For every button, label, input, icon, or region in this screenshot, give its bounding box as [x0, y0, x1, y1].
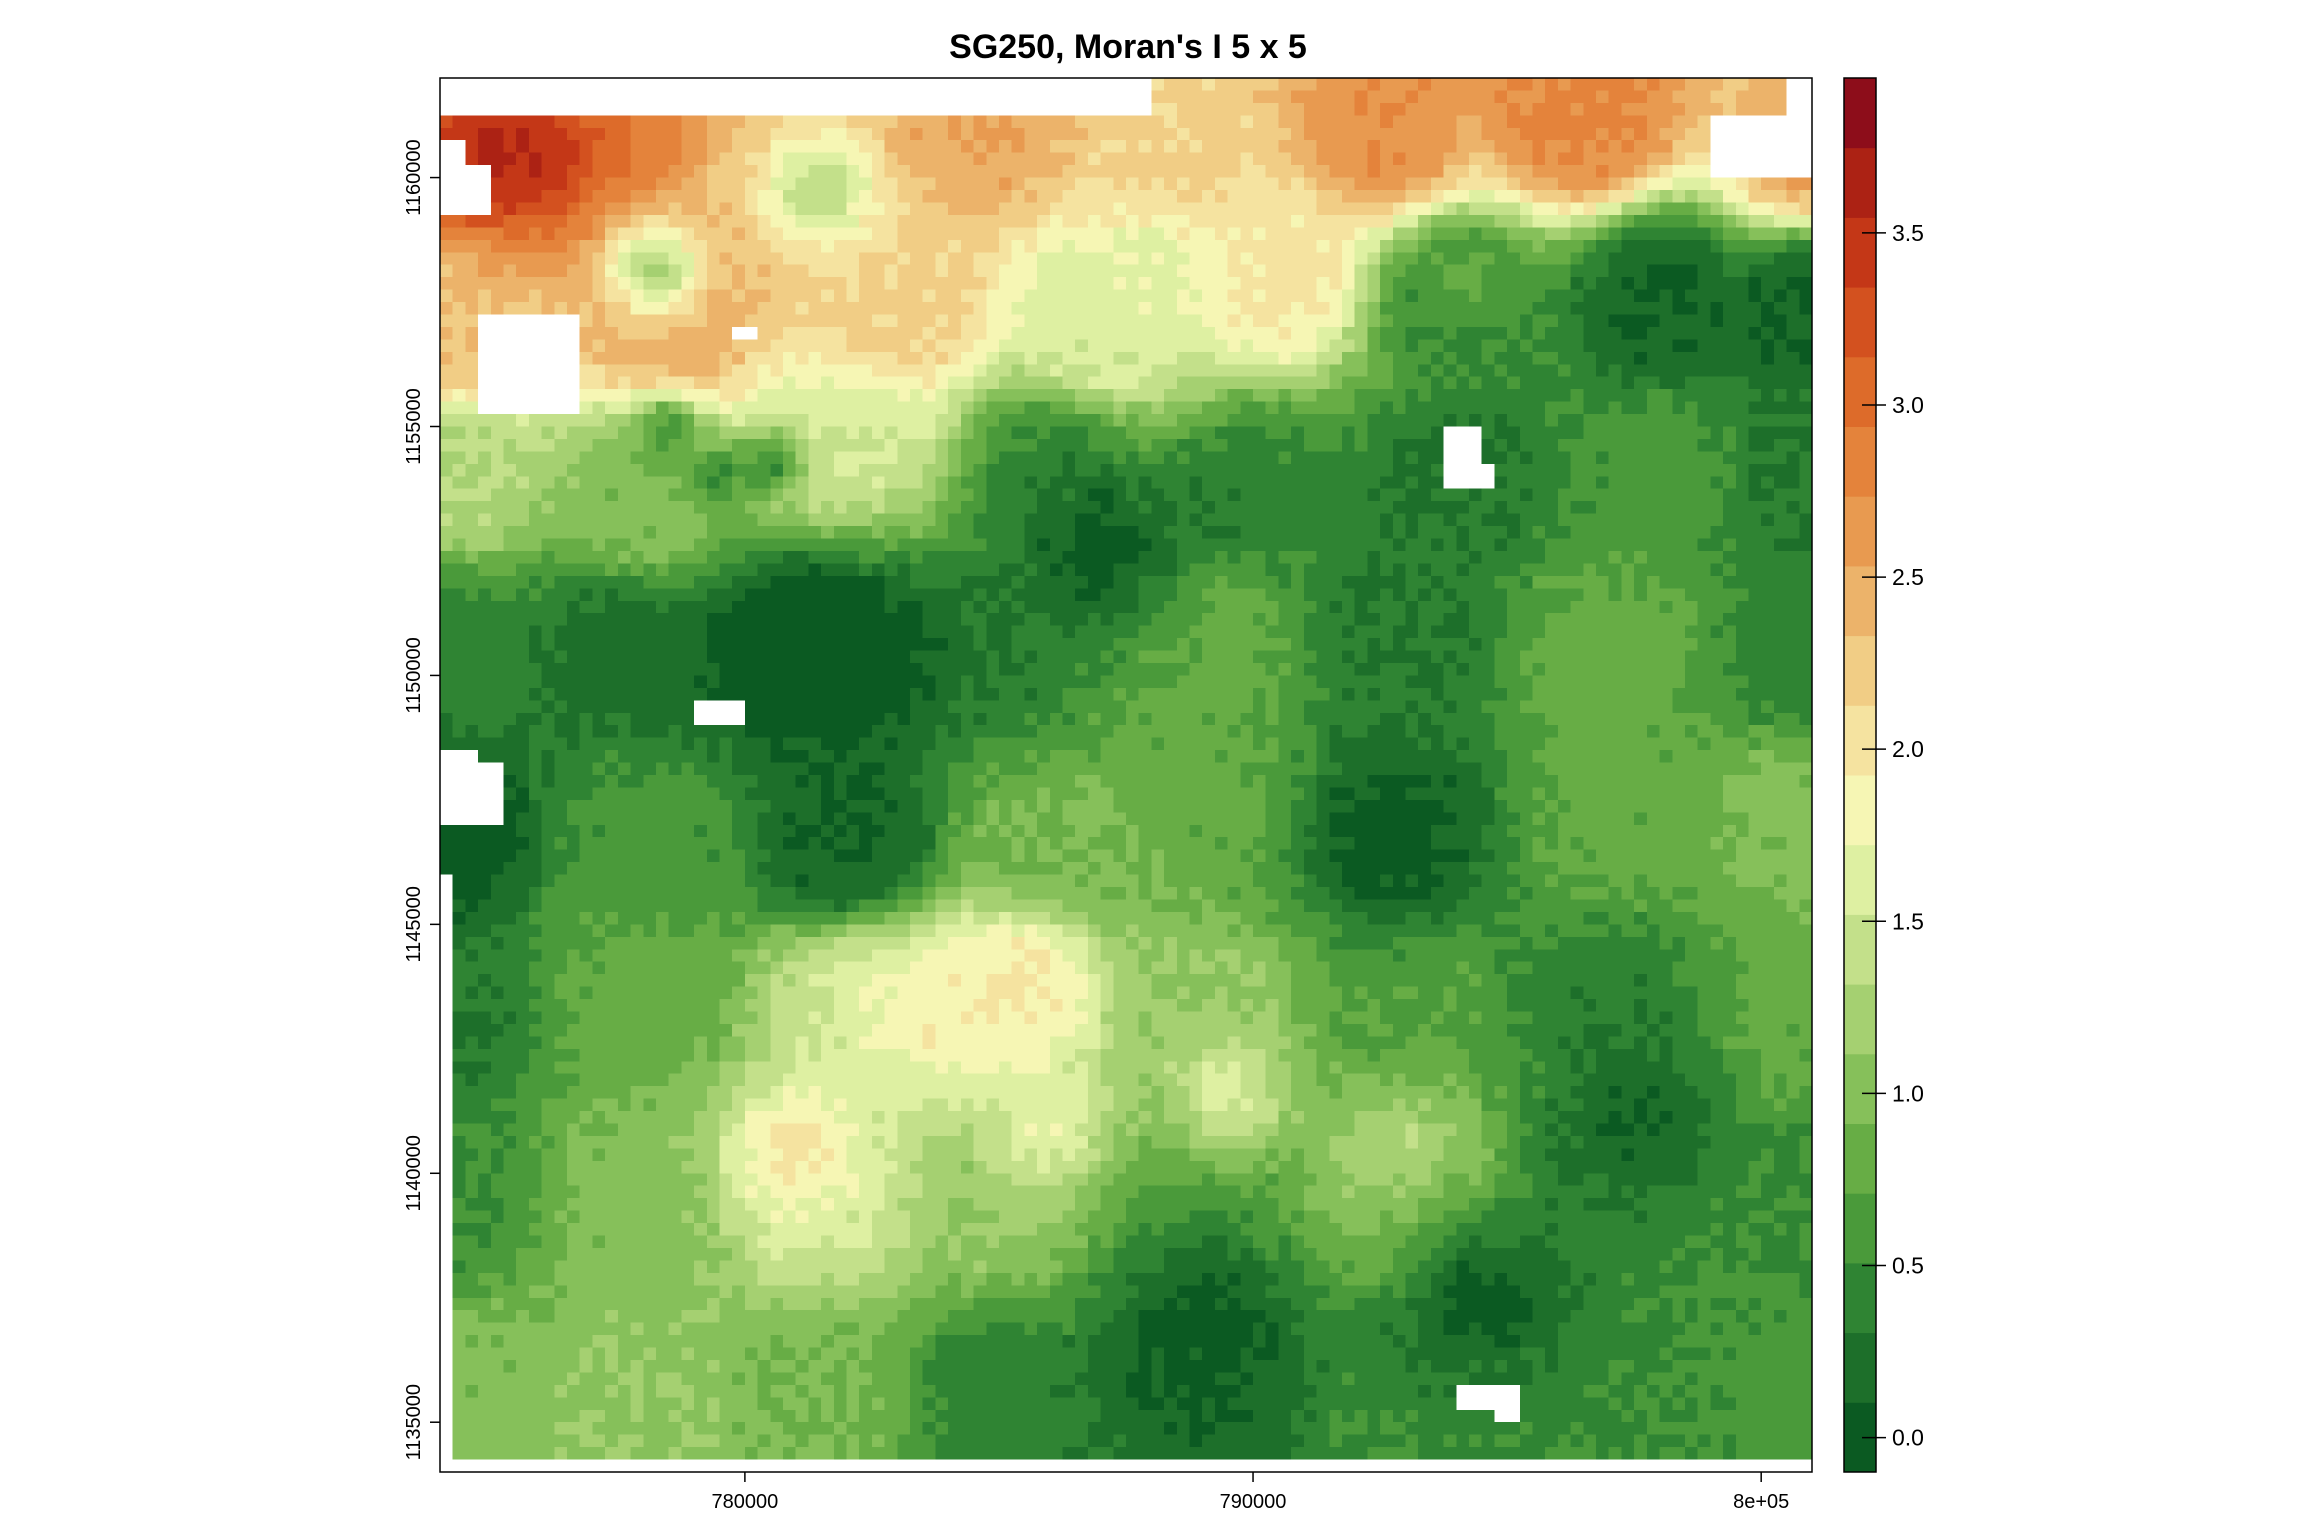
legend-swatch	[1844, 496, 1876, 567]
x-tick-label: 780000	[712, 1491, 779, 1513]
legend-swatch	[1844, 217, 1876, 288]
y-tick-label: 1145000	[403, 886, 425, 962]
legend-swatch	[1844, 1332, 1876, 1403]
legend-swatch	[1844, 914, 1876, 985]
raster-map	[440, 78, 1812, 1472]
legend-tick-label: 0.5	[1892, 1252, 1924, 1278]
legend-swatch	[1844, 1193, 1876, 1264]
legend-tick-label: 3.0	[1892, 392, 1924, 418]
legend-tick-label: 1.0	[1892, 1080, 1924, 1106]
legend-swatch	[1844, 426, 1876, 497]
legend-swatch	[1844, 356, 1876, 427]
legend-swatch	[1844, 1053, 1876, 1124]
raster-image	[440, 78, 1812, 1472]
legend-tick-label: 0.0	[1892, 1425, 1924, 1451]
y-tick-label: 1150000	[403, 637, 425, 713]
legend-tick-label: 2.5	[1892, 564, 1924, 590]
x-axis: 780000 790000 8e+05	[712, 1472, 1789, 1513]
x-tick-label: 790000	[1220, 1491, 1287, 1513]
legend-swatch	[1844, 147, 1876, 218]
color-legend: 0.0 0.5 1.0 1.5 2.0 2.5 3.0 3.5	[1843, 77, 1924, 1473]
legend-swatch	[1844, 635, 1876, 706]
y-tick-label: 1155000	[403, 388, 425, 464]
legend-frame	[1843, 77, 1877, 1473]
legend-swatch	[1844, 1123, 1876, 1194]
chart-title: SG250, Moran's I 5 x 5	[949, 28, 1307, 66]
legend-swatch	[1844, 844, 1876, 915]
legend-swatch	[1844, 287, 1876, 358]
legend-swatch	[1844, 705, 1876, 776]
legend-swatch	[1844, 775, 1876, 846]
legend-swatch	[1844, 1262, 1876, 1334]
plot-frame	[439, 77, 1813, 1473]
legend-tick-label: 1.5	[1892, 908, 1924, 934]
y-tick-label: 1140000	[403, 1135, 425, 1211]
y-tick-label: 1135000	[403, 1384, 425, 1460]
y-tick-label: 1160000	[403, 139, 425, 215]
x-tick-label: 8e+05	[1733, 1491, 1789, 1513]
legend-swatch	[1844, 984, 1876, 1055]
legend-tick-label: 3.5	[1892, 220, 1924, 246]
legend-swatch	[1844, 78, 1876, 149]
y-axis: 1135000 1140000 1145000 1150000 1155000 11600…	[403, 139, 440, 1460]
legend-tick-label: 2.0	[1892, 736, 1924, 762]
